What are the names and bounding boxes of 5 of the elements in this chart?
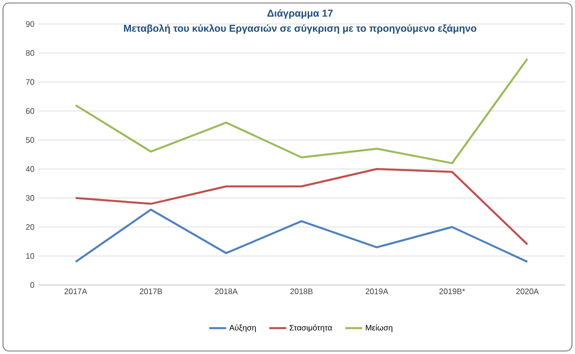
chart-title: Διάγραμμα 17 — [267, 9, 333, 19]
line-series — [74, 168, 528, 246]
line-series — [74, 208, 528, 263]
chart-subtitle: Μεταβολή του κύκλου Εργασιών σε σύγκριση με το προηγούμενο εξάμηνο — [124, 24, 476, 34]
line-series — [74, 58, 528, 164]
